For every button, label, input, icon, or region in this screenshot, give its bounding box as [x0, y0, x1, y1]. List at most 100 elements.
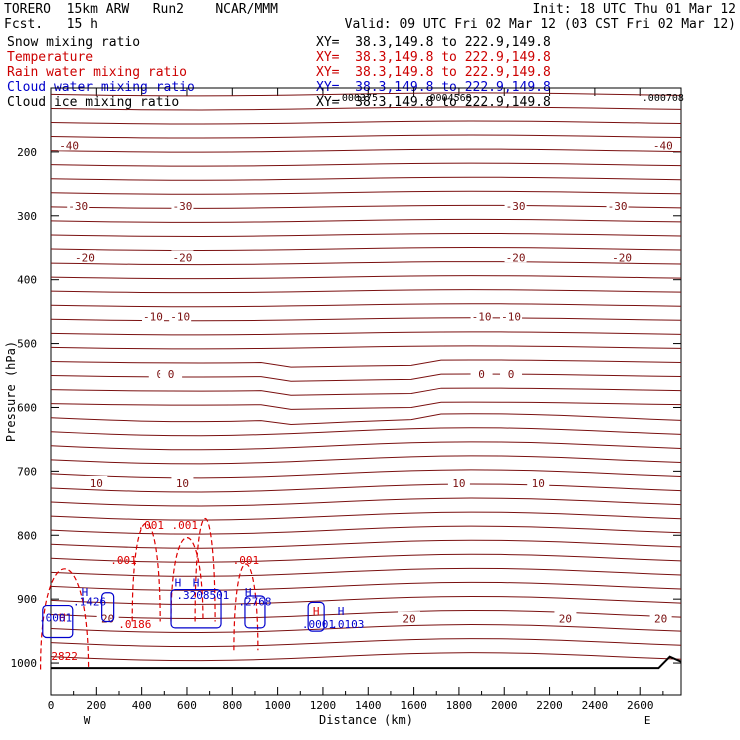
terrain-line — [51, 655, 682, 670]
temperature-contour — [50, 553, 682, 563]
temperature-contour — [50, 92, 682, 97]
temperature-contour — [50, 331, 682, 336]
temperature-contour — [50, 204, 682, 209]
cloud-water-label: .0001 — [39, 612, 72, 625]
x-tick-label: 1800 — [446, 699, 473, 712]
y-tick-label: 400 — [17, 274, 37, 287]
cloud-water-contour — [244, 595, 266, 629]
label-bg — [141, 309, 164, 322]
x-tick-label: 200 — [86, 699, 106, 712]
temperature-label: -20 — [506, 251, 526, 264]
cloud-water-contour — [307, 601, 325, 632]
field-name-0: Snow mixing ratio — [7, 35, 141, 50]
temperature-contour — [50, 387, 682, 396]
label-bg — [85, 475, 108, 488]
x-tick-label: 2600 — [627, 699, 654, 712]
temperature-contour — [50, 497, 682, 507]
temperature-contour — [50, 525, 682, 535]
x-tick-label: 1200 — [310, 699, 337, 712]
y-tick-label: 300 — [17, 210, 37, 223]
temperature-label: -10 — [143, 311, 163, 324]
y-tick-label: 500 — [17, 338, 37, 351]
temperature-label: -30 — [506, 200, 526, 213]
rain-label: .001 — [233, 554, 260, 567]
temperature-label: -20 — [75, 251, 95, 264]
temperature-label: -10 — [501, 311, 521, 324]
x-tick-label: 600 — [177, 699, 197, 712]
temperature-label: 10 — [90, 477, 103, 490]
cloud-water-label: .0001 — [302, 618, 335, 631]
label-bg — [504, 199, 527, 212]
x-tick-label: 2400 — [582, 699, 609, 712]
x-tick-label: 2200 — [536, 699, 563, 712]
temperature-label: 20 — [402, 612, 415, 625]
rain-label: 2822 — [51, 650, 78, 663]
y-axis-title: Pressure (hPa) — [4, 341, 18, 442]
temperature-label: 10 — [532, 477, 545, 490]
temperature-label: 20 — [654, 612, 667, 625]
temperature-contour — [50, 106, 682, 111]
y-tick-label: 600 — [17, 401, 37, 414]
temperature-label: -30 — [173, 200, 193, 213]
label-bg — [398, 611, 421, 624]
label-bg — [554, 611, 577, 624]
cloud-water-label: H — [175, 576, 182, 589]
label-bg — [527, 475, 550, 488]
temperature-label: -10 — [472, 311, 492, 324]
temperature-label: -30 — [68, 200, 88, 213]
x-tick-label: 2000 — [491, 699, 518, 712]
temperature-contour — [50, 275, 682, 280]
cloud-water-label: .2768 — [238, 596, 271, 609]
cloud-water-label: .0103 — [331, 618, 364, 631]
label-bg — [500, 309, 523, 322]
rain-contour — [170, 537, 204, 622]
temperature-label: 0 — [508, 368, 515, 381]
temperature-contour — [50, 539, 682, 549]
temperature-contour — [50, 427, 682, 437]
temperature-label: 10 — [176, 477, 189, 490]
label-bg — [500, 367, 523, 380]
temperature-label: -20 — [173, 251, 193, 264]
field-xy-0: XY= 38.3,149.8 to 222.9,149.8 — [316, 35, 551, 50]
temperature-contour — [50, 289, 682, 294]
y-tick-label: 700 — [17, 465, 37, 478]
label-bg — [169, 309, 192, 322]
endpoint-left: W — [84, 714, 91, 727]
label-bg — [447, 475, 470, 488]
field-xy-2: XY= 38.3,149.8 to 222.9,149.8 — [316, 65, 551, 80]
y-tick-label: 800 — [17, 529, 37, 542]
temperature-label: 0 — [156, 368, 163, 381]
label-bg — [470, 367, 493, 380]
x-tick-label: 1400 — [355, 699, 382, 712]
label-bg — [58, 138, 81, 151]
cloud-water-label: .3208501 — [176, 589, 229, 602]
cloud-water-label: H — [245, 586, 252, 599]
temperature-contour — [50, 511, 682, 521]
label-bg — [651, 138, 674, 151]
field-xy-1: XY= 38.3,149.8 to 222.9,149.8 — [316, 50, 551, 65]
y-tick-label: 200 — [17, 146, 37, 159]
temperature-label: 20 — [559, 612, 572, 625]
temperature-contour — [50, 359, 682, 368]
temperature-contour — [50, 218, 682, 223]
label-bg — [504, 250, 527, 263]
rain-label: H — [59, 612, 66, 625]
x-tick-label: 0 — [48, 699, 55, 712]
temperature-contour — [50, 176, 682, 181]
temperature-contour — [50, 413, 682, 426]
header-model: TORERO 15km ARW Run2 NCAR/MMM — [4, 2, 278, 17]
snow-label: .0004568 — [423, 93, 471, 104]
cloud-water-label: H — [193, 576, 200, 589]
temperature-contour — [50, 652, 682, 662]
header-init: Init: 18 UTC Thu 01 Mar 12 — [532, 2, 737, 17]
temperature-label: 0 — [168, 368, 175, 381]
cloud-water-label: H — [82, 586, 89, 599]
temperature-contour — [50, 120, 682, 125]
temperature-contour — [50, 624, 682, 634]
label-bg — [67, 199, 90, 212]
header-fcst: Fcst. 15 h — [4, 17, 98, 32]
cloud-water-label: H — [338, 605, 345, 618]
label-bg — [470, 309, 493, 322]
temperature-contour — [50, 469, 682, 479]
